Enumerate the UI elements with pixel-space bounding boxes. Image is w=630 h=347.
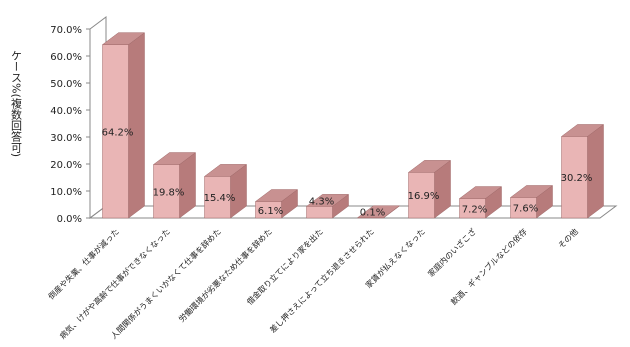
category-label: 人間関係がうまくいかなくて仕事を辞めた: [109, 226, 223, 340]
bar-side: [128, 32, 145, 219]
data-label: 19.8%: [153, 187, 185, 198]
y-axis-label: ケース%(複数回答可): [10, 50, 23, 157]
y-tick-labels: 0.0% 10.0% 20.0% 30.0% 40.0% 50.0% 60.0% 70.0%: [50, 25, 90, 225]
data-label: 7.6%: [513, 204, 538, 215]
bars: [101, 32, 605, 219]
bar: [560, 123, 605, 219]
bar: [101, 32, 146, 219]
data-label: 6.1%: [258, 206, 283, 217]
bar-front: [408, 172, 435, 219]
bar-front: [204, 176, 231, 219]
bar: [203, 163, 248, 219]
y-tick-label: 30.0%: [50, 133, 82, 144]
bar-front: [459, 198, 486, 219]
bar-front: [102, 44, 129, 219]
y-tick-label: 10.0%: [50, 187, 82, 198]
data-label: 15.4%: [204, 193, 236, 204]
bar: [356, 205, 401, 219]
data-labels: 64.2% 19.8% 15.4% 6.1% 4.3% 0.1% 16.9% 7.2% 7.6%…: [102, 127, 593, 218]
data-label: 64.2%: [102, 127, 134, 138]
data-label: 7.2%: [462, 204, 487, 215]
bar-side: [587, 123, 604, 219]
bar: [407, 159, 452, 219]
bar-front: [306, 206, 333, 219]
bar: [458, 186, 503, 219]
bar: [305, 193, 350, 219]
bar: [152, 152, 197, 219]
data-label: 16.9%: [408, 191, 440, 202]
category-label: 家庭内のいざこざ: [426, 226, 478, 278]
bar-front: [153, 164, 180, 219]
category-label: 差し押さえによって立ち退きさせられた: [267, 226, 375, 334]
y-tick-label: 40.0%: [50, 106, 82, 117]
category-label: 病気、けがや高齢で仕事ができなくなった: [57, 226, 172, 341]
y-tick-label: 70.0%: [50, 25, 82, 36]
bar-front: [510, 197, 537, 219]
data-label: 4.3%: [309, 196, 334, 207]
bar: [509, 184, 554, 219]
y-tick-label: 0.0%: [57, 214, 82, 225]
y-tick-label: 60.0%: [50, 52, 82, 63]
data-label: 0.1%: [360, 208, 385, 219]
y-tick-label: 50.0%: [50, 79, 82, 90]
data-label: 30.2%: [561, 173, 593, 184]
bar-front: [255, 201, 282, 219]
category-labels: 倒産や失業、仕事が減った病気、けがや高齢で仕事ができなくなった人間関係がうまくい…: [46, 226, 580, 341]
bar-front: [561, 136, 588, 219]
bar: [254, 189, 299, 219]
category-label: その他: [556, 226, 580, 250]
category-label: 労働環境が劣悪なため仕事を辞めた: [176, 226, 274, 324]
y-tick-label: 20.0%: [50, 160, 82, 171]
